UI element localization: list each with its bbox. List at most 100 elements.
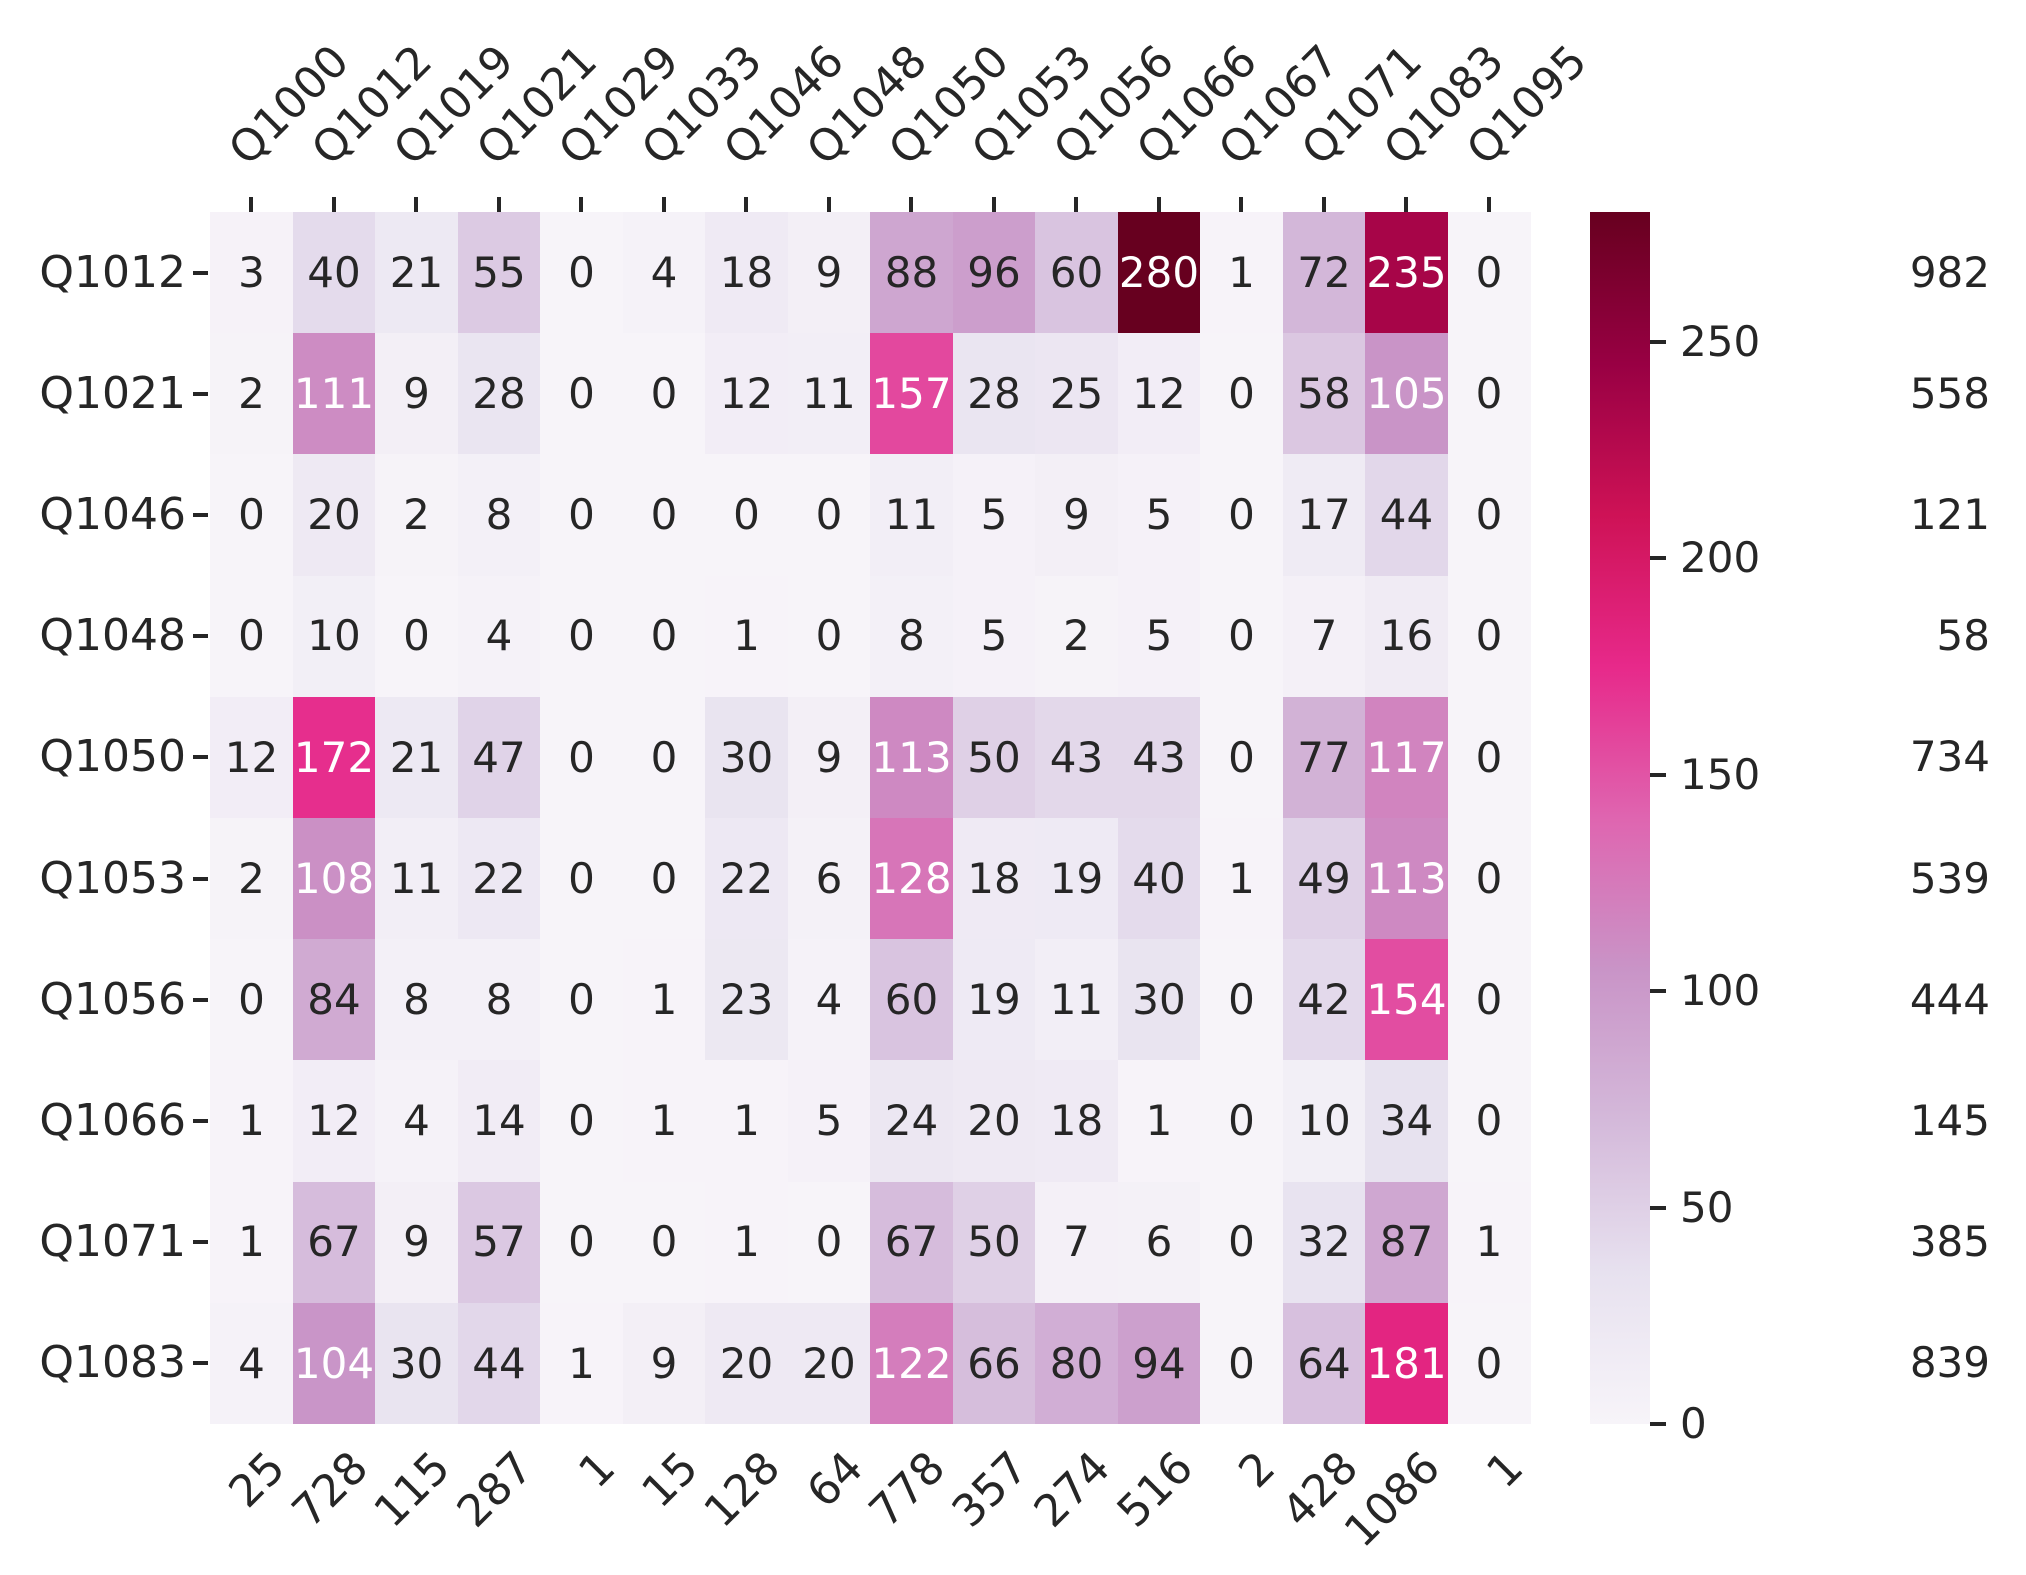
col-total-Q1083: 1086 xyxy=(1335,1442,1451,1558)
heatmap-cell-Q1053-Q1083: 113 xyxy=(1365,818,1448,940)
colorbar-tick-label-100: 100 xyxy=(1680,966,1761,1016)
colorbar-tick xyxy=(1650,1205,1666,1210)
heatmap-cell-Q1012-Q1000: 3 xyxy=(210,212,293,334)
row-tick xyxy=(193,876,208,881)
heatmap-cell-Q1046-Q1012: 20 xyxy=(292,454,376,577)
heatmap-cell-Q1048-Q1071: 7 xyxy=(1282,575,1366,698)
heatmap-cell-Q1048-Q1066: 5 xyxy=(1117,575,1201,698)
col-tick xyxy=(1156,197,1161,212)
heatmap-cell-Q1053-Q1095: 0 xyxy=(1447,818,1531,940)
heatmap-cell-Q1056-Q1046: 23 xyxy=(705,939,788,1061)
heatmap-cell-Q1048-Q1000: 0 xyxy=(210,575,293,698)
col-total-Q1012: 728 xyxy=(282,1442,378,1538)
heatmap-cell-Q1083-Q1050: 122 xyxy=(870,1302,953,1425)
heatmap-cell-Q1046-Q1048: 0 xyxy=(787,454,871,577)
heatmap-cell-Q1046-Q1056: 9 xyxy=(1035,454,1118,577)
heatmap-cell-Q1048-Q1067: 0 xyxy=(1200,575,1283,698)
heatmap-cell-Q1066-Q1000: 1 xyxy=(210,1060,293,1183)
col-total-Q1050: 778 xyxy=(859,1442,956,1538)
heatmap-cell-Q1050-Q1046: 30 xyxy=(705,696,788,819)
col-total-Q1048: 64 xyxy=(797,1442,873,1518)
col-tick xyxy=(496,197,501,212)
heatmap-cell-Q1012-Q1050: 88 xyxy=(870,212,953,334)
heatmap-cell-Q1056-Q1071: 42 xyxy=(1282,939,1366,1061)
heatmap-cell-Q1050-Q1056: 43 xyxy=(1035,696,1118,819)
row-total-Q1071: 385 xyxy=(1909,1217,1990,1267)
heatmap-cell-Q1066-Q1056: 18 xyxy=(1035,1060,1118,1183)
col-total-Q1095: 1 xyxy=(1476,1442,1533,1498)
heatmap-cell-Q1056-Q1067: 0 xyxy=(1200,939,1283,1061)
heatmap-cell-Q1021-Q1029: 0 xyxy=(540,333,623,455)
heatmap-cell-Q1046-Q1071: 17 xyxy=(1282,454,1366,577)
heatmap-cell-Q1071-Q1071: 32 xyxy=(1282,1181,1366,1304)
heatmap-cell-Q1050-Q1012: 172 xyxy=(292,696,376,819)
heatmap-cell-Q1053-Q1033: 0 xyxy=(622,818,706,940)
row-tick xyxy=(193,1119,208,1123)
heatmap-cell-Q1046-Q1066: 5 xyxy=(1117,454,1201,577)
heatmap-cell-Q1048-Q1056: 2 xyxy=(1035,575,1118,698)
heatmap-cell-Q1056-Q1066: 30 xyxy=(1117,939,1201,1061)
heatmap-cell-Q1071-Q1033: 0 xyxy=(622,1181,706,1304)
col-total-Q1029: 1 xyxy=(569,1442,626,1498)
heatmap-cell-Q1046-Q1033: 0 xyxy=(622,454,706,577)
heatmap-cell-Q1056-Q1033: 1 xyxy=(622,939,706,1061)
row-label-Q1056: Q1056 xyxy=(39,973,186,1025)
row-tick xyxy=(193,270,208,275)
heatmap-cell-Q1048-Q1012: 10 xyxy=(292,575,376,698)
row-total-Q1083: 839 xyxy=(1909,1338,1990,1388)
heatmap-cell-Q1021-Q1000: 2 xyxy=(210,333,293,455)
heatmap-cell-Q1046-Q1029: 0 xyxy=(540,454,623,577)
heatmap-cell-Q1071-Q1050: 67 xyxy=(870,1181,953,1304)
heatmap-cell-Q1056-Q1083: 154 xyxy=(1365,939,1448,1061)
row-total-Q1056: 444 xyxy=(1909,974,1990,1024)
heatmap-cell-Q1021-Q1067: 0 xyxy=(1200,333,1283,455)
heatmap-cell-Q1066-Q1066: 1 xyxy=(1117,1060,1201,1183)
heatmap-cell-Q1056-Q1050: 60 xyxy=(870,939,953,1061)
heatmap-cell-Q1071-Q1019: 9 xyxy=(375,1181,458,1304)
heatmap-cell-Q1050-Q1083: 117 xyxy=(1365,696,1448,819)
col-tick xyxy=(661,197,666,212)
colorbar-tick-label-250: 250 xyxy=(1680,316,1761,366)
heatmap-cell-Q1066-Q1095: 0 xyxy=(1447,1060,1531,1183)
heatmap-cell-Q1056-Q1053: 19 xyxy=(952,939,1036,1061)
heatmap-cell-Q1053-Q1029: 0 xyxy=(540,818,623,940)
heatmap-cell-Q1046-Q1053: 5 xyxy=(952,454,1036,577)
heatmap-cell-Q1046-Q1000: 0 xyxy=(210,454,293,577)
col-total-Q1067: 2 xyxy=(1229,1442,1286,1498)
heatmap-cell-Q1021-Q1071: 58 xyxy=(1282,333,1366,455)
heatmap-cell-Q1021-Q1050: 157 xyxy=(870,333,953,455)
heatmap-cell-Q1050-Q1095: 0 xyxy=(1447,696,1531,819)
heatmap-cell-Q1056-Q1095: 0 xyxy=(1447,939,1531,1061)
heatmap-cell-Q1012-Q1046: 18 xyxy=(705,212,788,334)
heatmap-cell-Q1046-Q1067: 0 xyxy=(1200,454,1283,577)
heatmap-cell-Q1053-Q1053: 18 xyxy=(952,818,1036,940)
heatmap-cell-Q1048-Q1033: 0 xyxy=(622,575,706,698)
heatmap-cell-Q1048-Q1095: 0 xyxy=(1447,575,1531,698)
col-tick xyxy=(1239,197,1244,212)
heatmap-cell-Q1021-Q1048: 11 xyxy=(787,333,871,455)
row-label-Q1071: Q1071 xyxy=(39,1216,186,1268)
heatmap-cell-Q1050-Q1050: 113 xyxy=(870,696,953,819)
row-total-Q1048: 58 xyxy=(1936,611,1990,661)
heatmap-cell-Q1048-Q1053: 5 xyxy=(952,575,1036,698)
heatmap-cell-Q1071-Q1083: 87 xyxy=(1365,1181,1448,1304)
heatmap-cell-Q1083-Q1066: 94 xyxy=(1117,1302,1201,1425)
heatmap-cell-Q1012-Q1056: 60 xyxy=(1035,212,1118,334)
row-total-Q1050: 734 xyxy=(1909,732,1990,782)
col-tick xyxy=(579,197,584,212)
row-tick xyxy=(193,755,208,760)
heatmap-cell-Q1053-Q1066: 40 xyxy=(1117,818,1201,940)
col-tick xyxy=(1404,197,1409,212)
row-label-Q1046: Q1046 xyxy=(39,489,186,540)
heatmap-cell-Q1056-Q1048: 4 xyxy=(787,939,871,1061)
heatmap-cell-Q1056-Q1000: 0 xyxy=(210,939,293,1061)
heatmap-cell-Q1012-Q1083: 235 xyxy=(1365,212,1448,334)
heatmap-cell-Q1053-Q1067: 1 xyxy=(1200,818,1283,940)
heatmap-cell-Q1053-Q1019: 11 xyxy=(375,818,458,940)
heatmap-cell-Q1050-Q1066: 43 xyxy=(1117,696,1201,819)
heatmap-cell-Q1046-Q1083: 44 xyxy=(1365,454,1448,577)
colorbar-tick xyxy=(1650,1422,1666,1426)
heatmap-cell-Q1046-Q1050: 11 xyxy=(870,454,953,577)
heatmap-cell-Q1066-Q1067: 0 xyxy=(1200,1060,1283,1183)
heatmap-cell-Q1021-Q1033: 0 xyxy=(622,333,706,455)
